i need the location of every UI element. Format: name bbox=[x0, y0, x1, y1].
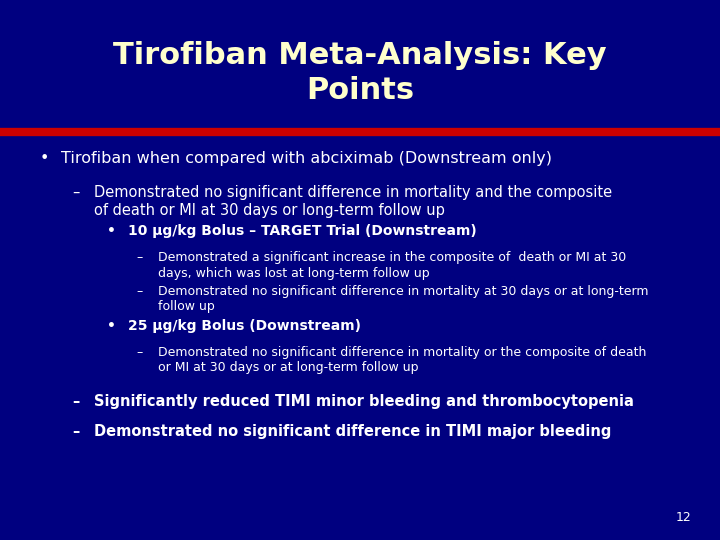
Text: Tirofiban Meta-Analysis: Key
Points: Tirofiban Meta-Analysis: Key Points bbox=[113, 41, 607, 105]
Text: 10 μg/kg Bolus – TARGET Trial (Downstream): 10 μg/kg Bolus – TARGET Trial (Downstrea… bbox=[128, 224, 477, 238]
Text: Demonstrated no significant difference in mortality and the composite
of death o: Demonstrated no significant difference i… bbox=[94, 185, 612, 218]
Text: •: • bbox=[40, 151, 49, 166]
Text: Demonstrated no significant difference in mortality at 30 days or at long-term
f: Demonstrated no significant difference i… bbox=[158, 285, 649, 313]
Text: •: • bbox=[107, 224, 115, 238]
Text: •: • bbox=[107, 319, 115, 333]
Text: Significantly reduced TIMI minor bleeding and thrombocytopenia: Significantly reduced TIMI minor bleedin… bbox=[94, 394, 634, 409]
Text: 25 μg/kg Bolus (Downstream): 25 μg/kg Bolus (Downstream) bbox=[128, 319, 361, 333]
Text: –: – bbox=[72, 394, 79, 409]
Text: Demonstrated no significant difference in mortality or the composite of death
or: Demonstrated no significant difference i… bbox=[158, 346, 647, 374]
Text: Tirofiban when compared with abciximab (Downstream only): Tirofiban when compared with abciximab (… bbox=[61, 151, 552, 166]
Text: –: – bbox=[137, 251, 143, 264]
Text: –: – bbox=[72, 185, 79, 200]
Text: –: – bbox=[137, 285, 143, 298]
Text: Demonstrated a significant increase in the composite of  death or MI at 30
days,: Demonstrated a significant increase in t… bbox=[158, 251, 626, 280]
Text: –: – bbox=[137, 346, 143, 359]
Text: –: – bbox=[72, 424, 79, 439]
Text: Demonstrated no significant difference in TIMI major bleeding: Demonstrated no significant difference i… bbox=[94, 424, 611, 439]
Text: 12: 12 bbox=[675, 511, 691, 524]
